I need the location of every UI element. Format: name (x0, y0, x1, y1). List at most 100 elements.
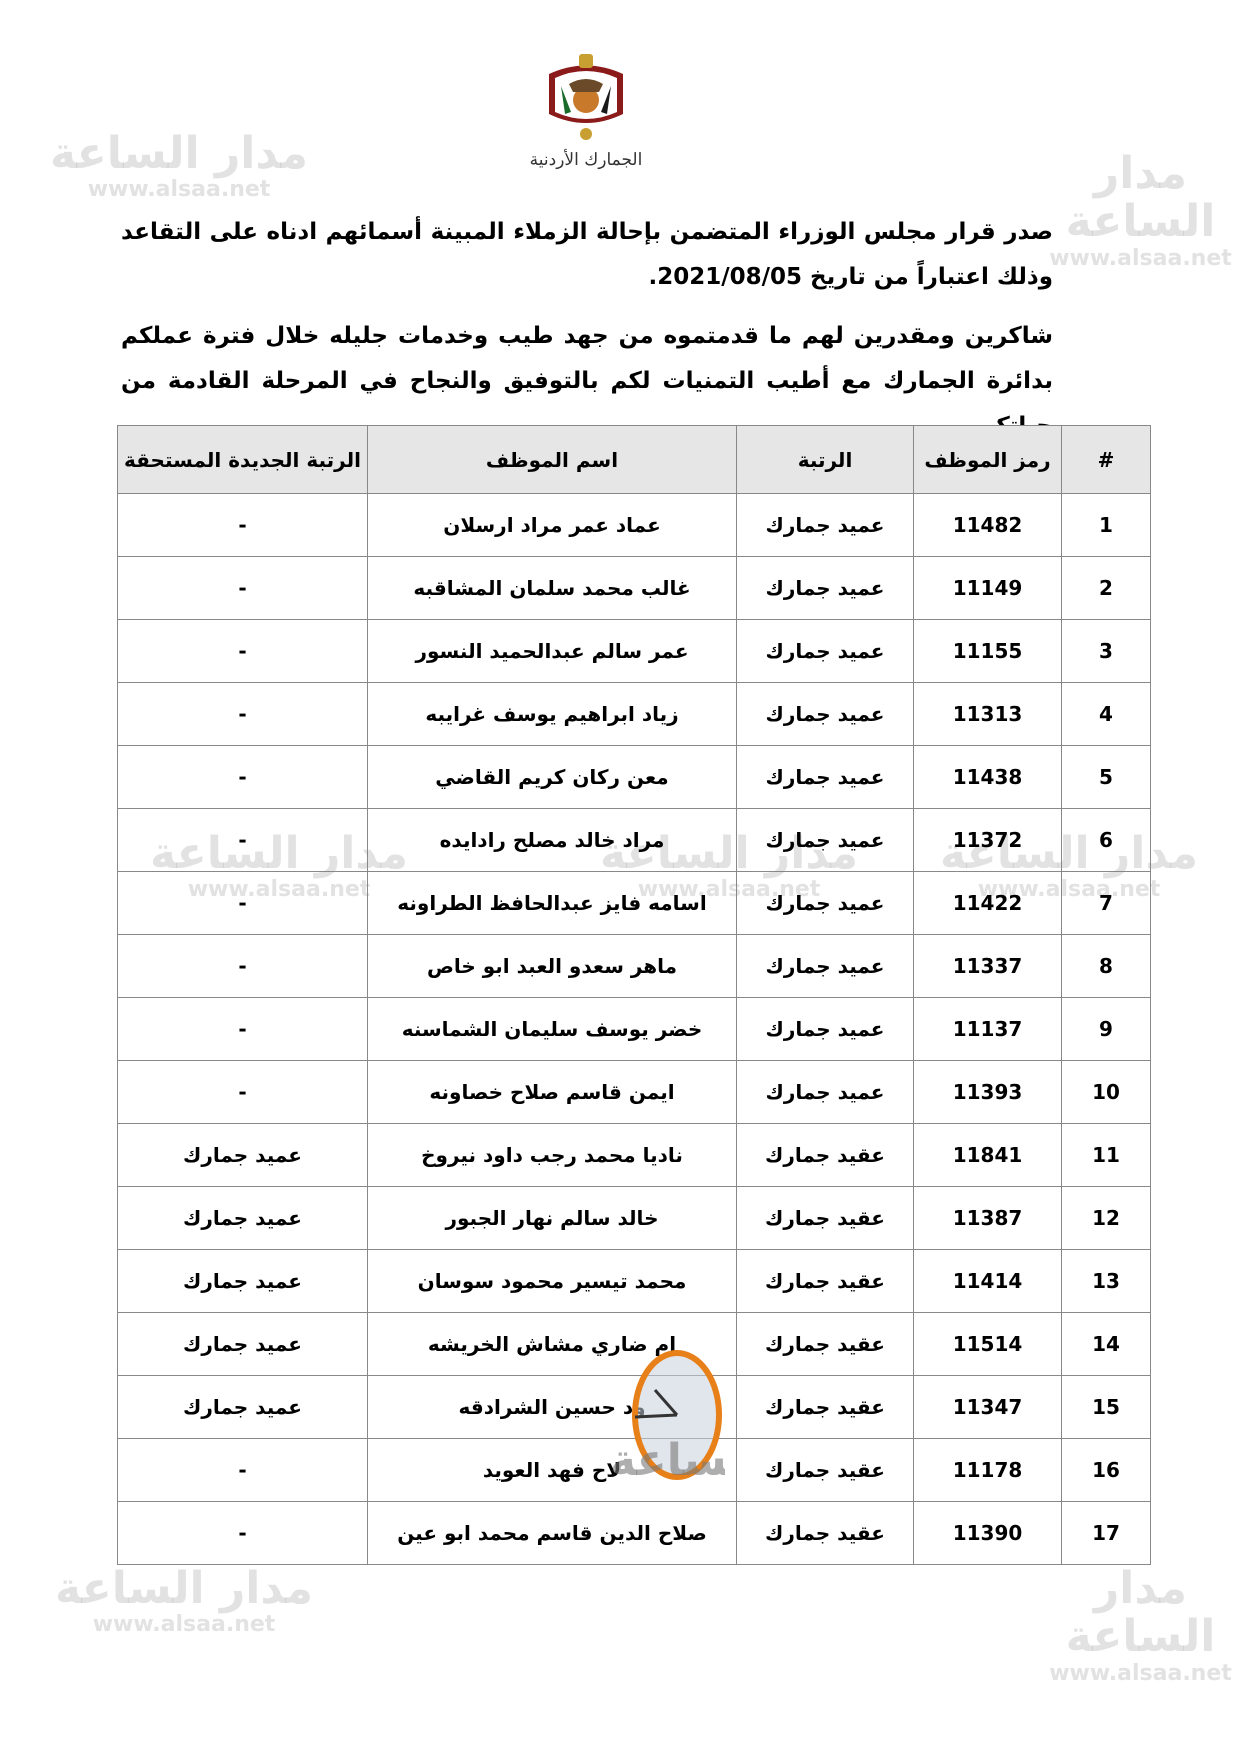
new-rank-cell: - (117, 619, 368, 683)
new-rank-cell: - (117, 997, 368, 1061)
watermark: مدار الساعة www.alsaa.net (1049, 1563, 1232, 1686)
watermark: مدار الساعة www.alsaa.net (1049, 148, 1232, 271)
table-row: 12 11387 عقيد جمارك خالد سالم نهار الجبور عم… (117, 1186, 1151, 1250)
employee-code-cell: 11390 (913, 1501, 1062, 1565)
rank-cell: عميد جمارك (736, 682, 914, 746)
rank-cell: عميد جمارك (736, 745, 914, 809)
retirement-announcement-paragraph: صدر قرار مجلس الوزراء المتضمن بإحالة الز… (121, 219, 1053, 290)
row-number-cell: 16 (1061, 1438, 1151, 1502)
table-row: 11 11841 عقيد جمارك ناديا محمد رجب داود نير… (117, 1123, 1151, 1187)
header-number: # (1061, 425, 1151, 494)
rank-cell: عقيد جمارك (736, 1501, 914, 1565)
employee-code-cell: 11149 (913, 556, 1062, 620)
table-row: 10 11393 عميد جمارك ايمن قاسم صلاح خصاونه - (117, 1060, 1151, 1124)
table-row: 15 11347 عقيد جمارك ود حسين الشرادقه عميد جم… (117, 1375, 1151, 1439)
rank-cell: عقيد جمارك (736, 1186, 914, 1250)
table-row: 17 11390 عقيد جمارك صلاح الدين قاسم محمد اب… (117, 1501, 1151, 1565)
employee-code-cell: 11438 (913, 745, 1062, 809)
table-row: 8 11337 عميد جمارك ماهر سعدو العبد ابو خاص - (117, 934, 1151, 998)
rank-cell: عقيد جمارك (736, 1312, 914, 1376)
new-rank-cell: - (117, 1060, 368, 1124)
employee-code-cell: 11372 (913, 808, 1062, 872)
table-row: 9 11137 عميد جمارك خضر يوسف سليمان الشماسنه… (117, 997, 1151, 1061)
rank-cell: عقيد جمارك (736, 1123, 914, 1187)
employee-name-cell: اسامه فايز عبدالحافظ الطراونه (367, 871, 737, 935)
employee-code-cell: 11155 (913, 619, 1062, 683)
rank-cell: عميد جمارك (736, 871, 914, 935)
row-number-cell: 8 (1061, 934, 1151, 998)
rank-cell: عقيد جمارك (736, 1249, 914, 1313)
employee-code-cell: 11514 (913, 1312, 1062, 1376)
table-row: 13 11414 عقيد جمارك محمد تيسير محمود سوسان ع… (117, 1249, 1151, 1313)
table-row: 3 11155 عميد جمارك عمر سالم عبدالحميد النسو… (117, 619, 1151, 683)
employee-code-cell: 11482 (913, 493, 1062, 557)
rank-cell: عميد جمارك (736, 556, 914, 620)
new-rank-cell: - (117, 493, 368, 557)
rank-cell: عميد جمارك (736, 1060, 914, 1124)
employee-code-cell: 11178 (913, 1438, 1062, 1502)
new-rank-cell: عميد جمارك (117, 1312, 368, 1376)
row-number-cell: 15 (1061, 1375, 1151, 1439)
employee-name-cell: محمد تيسير محمود سوسان (367, 1249, 737, 1313)
new-rank-cell: عميد جمارك (117, 1186, 368, 1250)
table-row: 7 11422 عميد جمارك اسامه فايز عبدالحافظ الط… (117, 871, 1151, 935)
new-rank-cell: عميد جمارك (117, 1249, 368, 1313)
new-rank-cell: - (117, 556, 368, 620)
employee-name-cell: صلاح الدين قاسم محمد ابو عين (367, 1501, 737, 1565)
row-number-cell: 3 (1061, 619, 1151, 683)
new-rank-cell: - (117, 745, 368, 809)
row-number-cell: 9 (1061, 997, 1151, 1061)
employee-name-cell: عمر سالم عبدالحميد النسور (367, 619, 737, 683)
employee-name-cell: ناديا محمد رجب داود نيروخ (367, 1123, 737, 1187)
employee-name-cell: لاح فهد العويد (367, 1438, 737, 1502)
new-rank-cell: - (117, 808, 368, 872)
employee-code-cell: 11393 (913, 1060, 1062, 1124)
jordan-emblem-logo (549, 54, 623, 140)
watermark: مدار الساعة www.alsaa.net (50, 128, 309, 203)
row-number-cell: 4 (1061, 682, 1151, 746)
table-row: 4 11313 عميد جمارك زياد ابراهيم يوسف غرايبه… (117, 682, 1151, 746)
row-number-cell: 7 (1061, 871, 1151, 935)
rank-cell: عميد جمارك (736, 934, 914, 998)
new-rank-cell: عميد جمارك (117, 1375, 368, 1439)
row-number-cell: 1 (1061, 493, 1151, 557)
row-number-cell: 12 (1061, 1186, 1151, 1250)
table-row: 6 11372 عميد جمارك مراد خالد مصلح رادايده - (117, 808, 1151, 872)
rank-cell: عميد جمارك (736, 808, 914, 872)
employee-name-cell: ايمن قاسم صلاح خصاونه (367, 1060, 737, 1124)
row-number-cell: 5 (1061, 745, 1151, 809)
employee-code-cell: 11841 (913, 1123, 1062, 1187)
rank-cell: عميد جمارك (736, 997, 914, 1061)
employee-name-cell: غالب محمد سلمان المشاقبه (367, 556, 737, 620)
table-header-row: # رمز الموظف الرتبة اسم الموظف الرتبة ال… (117, 425, 1151, 494)
employee-name-cell: ام ضاري مشاش الخريشه (367, 1312, 737, 1376)
row-number-cell: 11 (1061, 1123, 1151, 1187)
table-row: 2 11149 عميد جمارك غالب محمد سلمان المشاقبه… (117, 556, 1151, 620)
header-rank: الرتبة (736, 425, 914, 494)
thanks-paragraph: شاكرين ومقدرين لهم ما قدمتموه من جهد طيب… (121, 323, 1053, 439)
employee-code-cell: 11414 (913, 1249, 1062, 1313)
table-row: 14 11514 عقيد جمارك ام ضاري مشاش الخريشه عمي… (117, 1312, 1151, 1376)
employee-name-cell: عماد عمر مراد ارسلان (367, 493, 737, 557)
header-employee-code: رمز الموظف (913, 425, 1062, 494)
table-row: 1 11482 عميد جمارك عماد عمر مراد ارسلان - (117, 493, 1151, 557)
new-rank-cell: - (117, 1501, 368, 1565)
header-new-rank: الرتبة الجديدة المستحقة (117, 425, 368, 494)
employee-name-cell: خالد سالم نهار الجبور (367, 1186, 737, 1250)
row-number-cell: 2 (1061, 556, 1151, 620)
employee-name-cell: ود حسين الشرادقه (367, 1375, 737, 1439)
employee-name-cell: ماهر سعدو العبد ابو خاص (367, 934, 737, 998)
table-row: 16 11178 عقيد جمارك لاح فهد العويد - (117, 1438, 1151, 1502)
employee-code-cell: 11422 (913, 871, 1062, 935)
employee-name-cell: خضر يوسف سليمان الشماسنه (367, 997, 737, 1061)
new-rank-cell: - (117, 934, 368, 998)
new-rank-cell: - (117, 871, 368, 935)
row-number-cell: 17 (1061, 1501, 1151, 1565)
rank-cell: عميد جمارك (736, 619, 914, 683)
header-employee-name: اسم الموظف (367, 425, 737, 494)
retirees-table: # رمز الموظف الرتبة اسم الموظف الرتبة ال… (117, 425, 1151, 1565)
new-rank-cell: - (117, 1438, 368, 1502)
employee-code-cell: 11313 (913, 682, 1062, 746)
row-number-cell: 14 (1061, 1312, 1151, 1376)
employee-code-cell: 11347 (913, 1375, 1062, 1439)
